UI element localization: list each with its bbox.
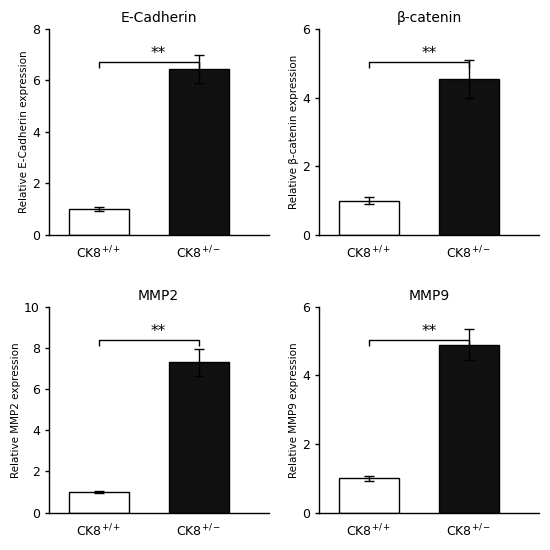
Title: E-Cadherin: E-Cadherin bbox=[120, 11, 197, 25]
Title: MMP9: MMP9 bbox=[409, 289, 450, 303]
Y-axis label: Relative E-Cadherin expression: Relative E-Cadherin expression bbox=[19, 51, 29, 213]
Y-axis label: Relative β-catenin expression: Relative β-catenin expression bbox=[289, 55, 299, 209]
Text: **: ** bbox=[421, 46, 437, 61]
Bar bbox=[169, 69, 229, 235]
Y-axis label: Relative MMP2 expression: Relative MMP2 expression bbox=[11, 342, 21, 477]
Title: β-catenin: β-catenin bbox=[397, 11, 461, 25]
Text: **: ** bbox=[151, 324, 166, 339]
Text: **: ** bbox=[421, 324, 437, 339]
Bar bbox=[169, 362, 229, 513]
Bar bbox=[339, 201, 399, 235]
Text: **: ** bbox=[151, 46, 166, 61]
Bar bbox=[69, 492, 129, 513]
Bar bbox=[439, 79, 499, 235]
Bar bbox=[69, 209, 129, 235]
Bar bbox=[439, 344, 499, 513]
Title: MMP2: MMP2 bbox=[138, 289, 179, 303]
Y-axis label: Relative MMP9 expression: Relative MMP9 expression bbox=[289, 342, 299, 477]
Bar bbox=[339, 478, 399, 513]
